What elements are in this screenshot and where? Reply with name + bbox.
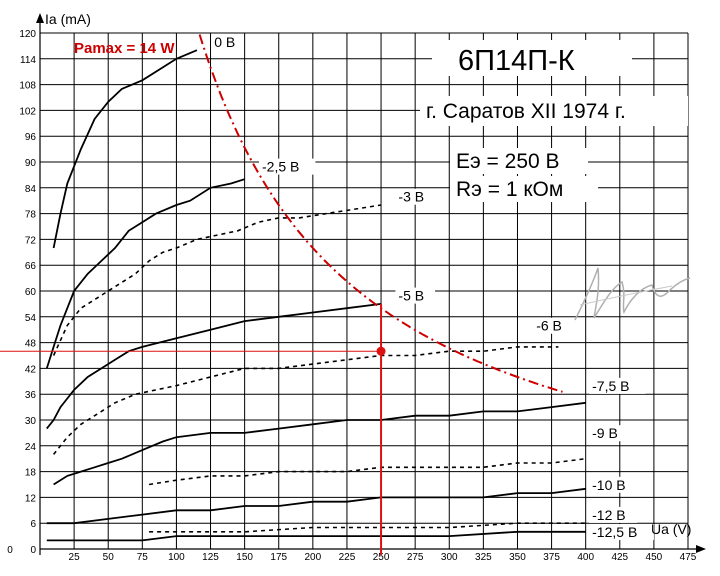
- y-tick-label: 36: [25, 390, 37, 401]
- x-tick-label-zero: 0: [7, 545, 13, 556]
- curve-label-backdrop: [259, 158, 316, 175]
- param-rg: Rэ = 1 кОм: [456, 178, 563, 201]
- x-tick-label: 275: [407, 552, 424, 563]
- signature-mark: [574, 267, 691, 321]
- curve-label: -2,5 В: [262, 159, 299, 175]
- x-tick-label: 50: [103, 552, 115, 563]
- series-line: [52, 49, 198, 249]
- curve-label-backdrop: [533, 317, 573, 334]
- x-tick-label: 25: [69, 552, 81, 563]
- chart-title: 6П14П-К: [458, 45, 575, 77]
- y-tick-label: 54: [25, 313, 37, 324]
- curve-label-backdrop: [589, 524, 654, 541]
- y-tick-label: 0: [30, 545, 36, 556]
- x-tick-label: 300: [441, 552, 458, 563]
- curve-label: 0 В: [214, 34, 235, 50]
- series-line: [148, 457, 586, 486]
- x-tick-label: 175: [270, 552, 287, 563]
- x-tick-label: 150: [236, 552, 253, 563]
- overlay: [0, 34, 563, 555]
- title-backdrop: [432, 40, 632, 76]
- x-tick-label: 450: [646, 552, 663, 563]
- series-line: [52, 204, 382, 356]
- series-line: [45, 178, 245, 369]
- series-line: [52, 346, 559, 455]
- y-tick-label: 66: [25, 261, 37, 272]
- curve-label-backdrop: [395, 188, 436, 205]
- curve-label-backdrop: [589, 506, 638, 523]
- curve-label: -7,5 В: [592, 378, 629, 394]
- y-tick-label: 60: [25, 287, 37, 298]
- operating-point-marker: [376, 346, 386, 356]
- y-tick-label: 24: [25, 442, 37, 453]
- y-tick-label: 108: [19, 81, 36, 92]
- y-tick-label: 120: [19, 29, 36, 40]
- curve-label-backdrop: [395, 287, 436, 304]
- x-tick-label: 325: [475, 552, 492, 563]
- y-tick-label: 12: [25, 493, 37, 504]
- x-tick-label: 250: [373, 552, 390, 563]
- x-tick-label: 375: [543, 552, 560, 563]
- x-tick-label: 200: [304, 552, 321, 563]
- curve-label-backdrop: [589, 476, 638, 493]
- y-tick-label: 30: [25, 416, 37, 427]
- y-tick-label: 18: [25, 468, 37, 479]
- chart-subtitle: г. Саратов XII 1974 г.: [426, 100, 626, 123]
- series-line: [53, 401, 586, 486]
- curve-label: -3 В: [398, 189, 424, 205]
- curve-label-backdrop: [589, 377, 646, 394]
- x-axis-title: Ua (V): [651, 521, 691, 537]
- y-tick-label: 78: [25, 210, 37, 221]
- axes: [36, 13, 706, 555]
- param-backdrop-2: [450, 176, 598, 202]
- y-tick-label: 84: [25, 184, 37, 195]
- curve-label-backdrop: [211, 33, 243, 50]
- x-tick-label: 350: [509, 552, 526, 563]
- y-axis-title: Ia (mA): [45, 11, 91, 27]
- curve-label: -5 В: [398, 288, 424, 304]
- y-tick-label: 90: [25, 158, 37, 169]
- curve-label: -12,5 В: [592, 524, 637, 540]
- curve-label: -10 В: [592, 477, 625, 493]
- curve-label: -12 В: [592, 507, 625, 523]
- pmax-label: Pamax = 14 W: [74, 40, 175, 57]
- x-tick-label: 425: [611, 552, 628, 563]
- series-line: [46, 487, 586, 525]
- x-axis-arrow: [696, 545, 706, 553]
- x-tick-label: 75: [137, 552, 149, 563]
- tick-labels: 25 50 75 100 125 150 175 200 225 250 275 300 325 350 3…: [7, 29, 697, 563]
- y-tick-label: 96: [25, 132, 37, 143]
- subtitle-backdrop: [420, 96, 688, 126]
- y-tick-label: 6: [30, 519, 36, 530]
- curve-label: -9 В: [592, 425, 618, 441]
- curve-label-backdrop: [589, 425, 629, 442]
- series-line: [46, 530, 586, 542]
- y-tick-label: 48: [25, 339, 37, 350]
- param-backdrop-1: [450, 148, 588, 174]
- y-tick-label: 72: [25, 235, 37, 246]
- x-tick-label: 100: [168, 552, 185, 563]
- y-tick-label: 42: [25, 364, 37, 375]
- x-tick-label: 225: [339, 552, 356, 563]
- signature-underline: [579, 285, 673, 306]
- x-tick-label: 400: [577, 552, 594, 563]
- curve-label: -6 В: [536, 318, 562, 334]
- x-tick-label: 475: [680, 552, 697, 563]
- y-tick-label: 114: [20, 55, 36, 66]
- curve-labels: 0 В -2,5 В -3 В -5 В -6 В -7,5 В -9 В -10 В -12 …: [211, 33, 654, 541]
- y-tick-label: 102: [19, 106, 36, 117]
- param-eg: Eэ = 250 В: [456, 150, 560, 173]
- y-axis-arrow: [36, 13, 44, 23]
- x-tick-label: 125: [202, 552, 219, 563]
